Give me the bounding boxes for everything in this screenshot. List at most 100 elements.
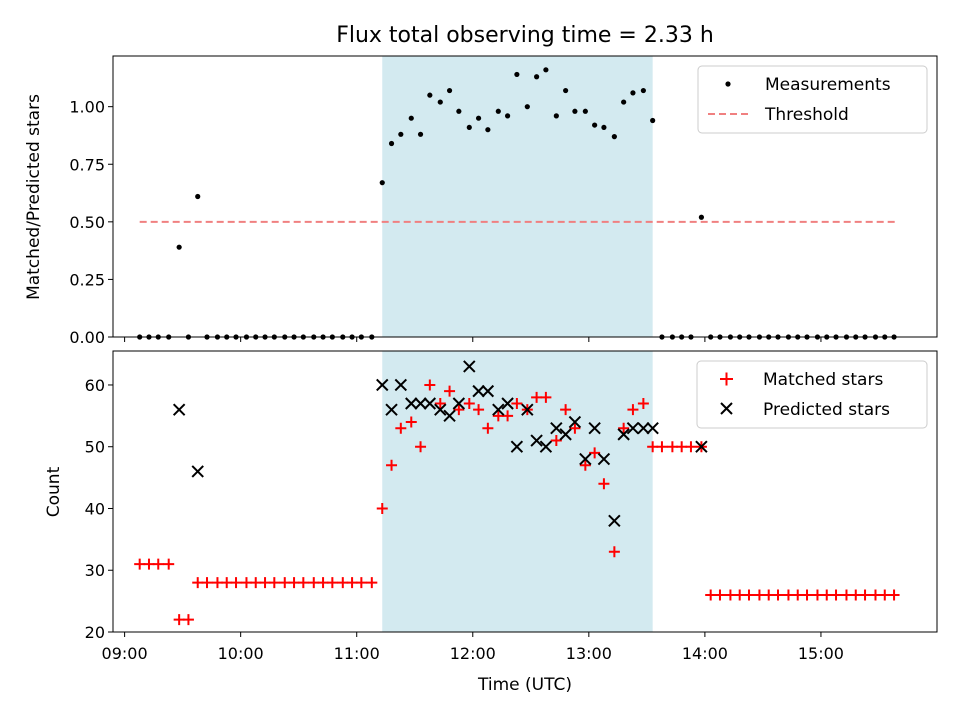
matched-star-point — [424, 379, 436, 391]
measurement-point — [592, 122, 598, 128]
matched-star-point — [386, 459, 398, 471]
matched-star-point — [647, 441, 659, 453]
predicted-star-point — [492, 403, 505, 416]
matched-star-point — [511, 397, 523, 409]
flux-ratio-panel: 0.00 0.25 0.50 0.75 1.00 Flux total observin… — [24, 23, 938, 347]
top-legend: Measurements Threshold — [697, 65, 928, 134]
legend-predicted-label: Predicted stars — [763, 400, 890, 420]
matched-star-point — [685, 441, 697, 453]
matched-star-point — [782, 589, 794, 601]
bottom-y-axis-label: Count — [44, 466, 64, 517]
matched-star-point — [134, 558, 146, 570]
legend-matched-label: Matched stars — [763, 370, 883, 390]
matched-star-point — [415, 441, 427, 453]
matched-star-point — [297, 577, 309, 589]
matched-star-point — [550, 435, 562, 447]
top-y-axis-label: Matched/Predicted stars — [24, 94, 44, 300]
measurement-point — [388, 140, 395, 147]
legend-threshold-label: Threshold — [764, 105, 849, 125]
matched-star-point — [211, 577, 223, 589]
matched-star-point — [627, 404, 639, 416]
matched-star-point — [608, 546, 620, 558]
matched-star-point — [560, 404, 572, 416]
matched-star-point — [192, 577, 204, 589]
matched-star-point — [288, 577, 300, 589]
measurement-point — [446, 87, 453, 94]
measurement-point — [176, 244, 182, 250]
predicted-star-point — [394, 378, 408, 392]
predicted-star-point — [510, 440, 524, 453]
matched-star-point — [714, 589, 726, 601]
predicted-star-point — [376, 378, 389, 392]
predicted-star-point — [501, 397, 514, 410]
matched-star-point — [666, 441, 678, 453]
matched-star-point — [859, 589, 871, 601]
measurement-point — [514, 71, 520, 78]
matched-star-point — [540, 391, 552, 403]
measurement-point — [456, 108, 462, 114]
predicted-star-point — [172, 403, 186, 416]
measurement-point — [379, 180, 385, 186]
predicted-star-point — [559, 428, 572, 441]
bottom-legend: Matched stars Predicted stars — [696, 360, 928, 429]
x-tick-label: 12:00 — [450, 644, 496, 663]
matched-star-point — [259, 577, 271, 589]
predicted-star-point — [568, 415, 582, 429]
matched-star-point — [821, 589, 833, 601]
measurement-point — [534, 74, 540, 80]
predicted-star-point — [472, 384, 485, 398]
measurement-point — [408, 115, 414, 121]
matched-star-point — [724, 589, 736, 601]
measurement-point — [543, 67, 549, 73]
matched-star-point — [743, 589, 755, 601]
predicted-star-point — [423, 397, 437, 410]
bottom-legend-box — [696, 360, 928, 429]
predicted-star-point — [414, 397, 427, 410]
measurement-point — [601, 124, 607, 131]
chart-title: Flux total observing time = 2.33 h — [336, 23, 714, 48]
observing-time-span — [382, 351, 653, 632]
x-tick-label: 10:00 — [218, 644, 264, 663]
x-tick-label: 15:00 — [798, 644, 844, 663]
y-tick-label: 30 — [85, 561, 105, 580]
y-tick-label: 40 — [85, 499, 105, 518]
matched-star-point — [395, 422, 407, 434]
matched-star-point — [355, 577, 367, 589]
measurement-point — [572, 108, 578, 114]
matched-star-point — [869, 589, 881, 601]
measurement-point — [621, 99, 627, 105]
bottom-axes-frame — [112, 350, 938, 633]
matched-star-point — [376, 502, 388, 514]
measurement-point — [466, 124, 472, 131]
measurement-point — [195, 193, 201, 200]
legend-matched-marker — [720, 372, 733, 386]
matched-star-point — [811, 589, 823, 601]
predicted-star-point — [539, 440, 553, 453]
predicted-star-point — [385, 403, 398, 416]
matched-star-point — [830, 589, 842, 601]
measurement-point — [417, 131, 424, 137]
measurement-point — [630, 90, 636, 96]
matched-star-point — [182, 614, 194, 626]
matched-star-point — [250, 577, 262, 589]
top-y-ticks: 0.00 0.25 0.50 0.75 1.00 — [69, 98, 113, 347]
predicted-star-point — [434, 403, 447, 416]
measurement-point — [698, 214, 705, 220]
predicted-star-point — [608, 514, 621, 528]
matched-star-point — [366, 577, 378, 589]
matched-star-point — [589, 447, 601, 459]
bottom-x-ticks: 09:00 10:00 11:00 12:00 13:00 14:00 15:00 — [102, 632, 844, 663]
y-tick-label: 1.00 — [69, 98, 105, 117]
x-tick-label: 14:00 — [682, 644, 728, 663]
matched-star-point — [879, 589, 891, 601]
bottom-y-ticks: 20 30 40 50 60 — [85, 376, 113, 642]
matched-star-point — [502, 410, 514, 422]
y-tick-label: 20 — [85, 623, 105, 642]
x-tick-label: 09:00 — [102, 644, 148, 663]
predicted-star-point — [530, 434, 543, 447]
predicted-star-point — [405, 397, 418, 410]
matched-star-point — [201, 577, 213, 589]
top-x-ticks — [124, 337, 822, 342]
predicted-star-point — [597, 452, 611, 466]
predicted-star-point — [481, 384, 495, 398]
